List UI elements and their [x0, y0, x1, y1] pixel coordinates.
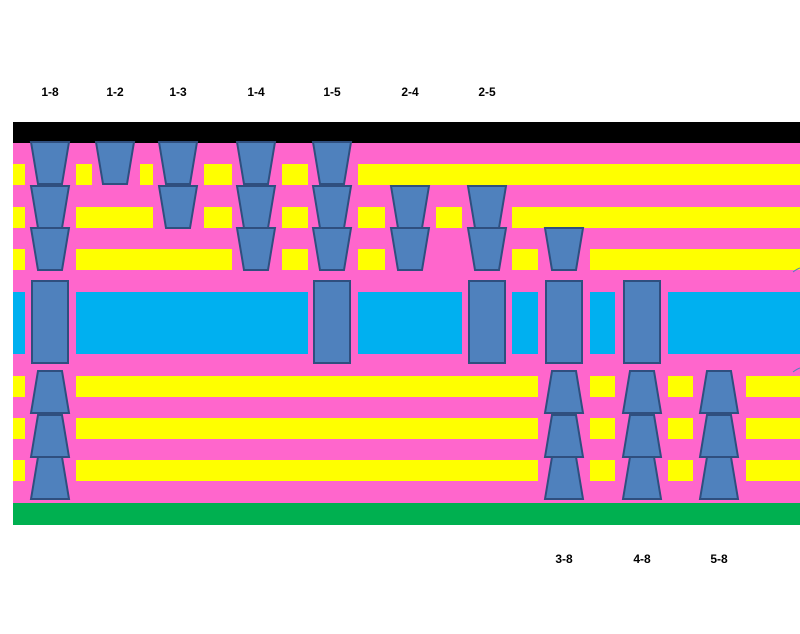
copper-trace-l1-5 — [282, 164, 308, 185]
bottom-copper-layer — [13, 503, 800, 525]
microvia-lower-50-2 — [29, 414, 71, 458]
copper-trace-l5-1 — [13, 418, 25, 439]
copper-trace-l6-3 — [590, 460, 615, 481]
core-segment-5 — [590, 292, 615, 354]
microvia-lower-50-3 — [29, 456, 71, 500]
microvia-256-1 — [235, 141, 277, 185]
copper-trace-l2-6 — [436, 207, 462, 228]
microvia-lower-564-1 — [543, 370, 585, 414]
microvia-lower-642-3 — [621, 456, 663, 500]
microvia-178-2 — [157, 185, 199, 229]
copper-trace-l4-3 — [590, 376, 615, 397]
copper-trace-l1-3 — [140, 164, 153, 185]
callout-line-2 — [792, 367, 800, 373]
copper-trace-l4-2 — [76, 376, 538, 397]
copper-trace-l2-3 — [204, 207, 232, 228]
core-via-332 — [313, 280, 351, 364]
callout-lines — [792, 267, 800, 373]
microvia-lower-642-2 — [621, 414, 663, 458]
copper-trace-l2-4 — [282, 207, 308, 228]
copper-trace-l3-2 — [76, 249, 232, 270]
core-via-564 — [545, 280, 583, 364]
microvia-lower-719-1 — [698, 370, 740, 414]
microvia-410-2 — [389, 185, 431, 229]
copper-trace-l2-7 — [512, 207, 800, 228]
via-group — [29, 141, 740, 500]
microvia-lower-642-1 — [621, 370, 663, 414]
copper-trace-l2-2 — [76, 207, 153, 228]
copper-trace-l3-1 — [13, 249, 25, 270]
copper-trace-l1-1 — [13, 164, 25, 185]
core-via-642 — [623, 280, 661, 364]
microvia-lower-564-3 — [543, 456, 585, 500]
microvia-332-2 — [311, 185, 353, 229]
microvia-410-3 — [389, 227, 431, 271]
microvia-115-1 — [94, 141, 136, 185]
label-1-5: 1-5 — [323, 85, 341, 99]
copper-trace-l4-4 — [668, 376, 693, 397]
label-1-4: 1-4 — [247, 85, 265, 99]
core-segment-4 — [512, 292, 538, 354]
microvia-256-2 — [235, 185, 277, 229]
copper-trace-l5-4 — [668, 418, 693, 439]
microvia-50-3 — [29, 227, 71, 271]
copper-trace-l1-4 — [204, 164, 232, 185]
microvia-487-3 — [466, 227, 508, 271]
core-segment-6 — [668, 292, 800, 354]
core-segment-2 — [76, 292, 308, 354]
copper-trace-l2-5 — [358, 207, 385, 228]
label-1-3: 1-3 — [169, 85, 187, 99]
microvia-178-1 — [157, 141, 199, 185]
copper-trace-l5-5 — [746, 418, 800, 439]
copper-trace-l5-3 — [590, 418, 615, 439]
copper-trace-l4-5 — [746, 376, 800, 397]
copper-trace-l6-1 — [13, 460, 25, 481]
microvia-50-2 — [29, 185, 71, 229]
microvia-332-1 — [311, 141, 353, 185]
label-2-5: 2-5 — [478, 85, 496, 99]
label-4-8: 4-8 — [633, 552, 651, 566]
microvia-lower-719-3 — [698, 456, 740, 500]
core-segment-1 — [13, 292, 25, 354]
copper-trace-l2-1 — [13, 207, 25, 228]
label-3-8: 3-8 — [555, 552, 573, 566]
microvia-564-3 — [543, 227, 585, 271]
copper-trace-l6-2 — [76, 460, 538, 481]
label-2-4: 2-4 — [401, 85, 419, 99]
copper-trace-l3-3 — [282, 249, 308, 270]
label-1-2: 1-2 — [106, 85, 124, 99]
copper-trace-l6-5 — [746, 460, 800, 481]
microvia-lower-564-2 — [543, 414, 585, 458]
core-via-487 — [468, 280, 506, 364]
label-5-8: 5-8 — [710, 552, 728, 566]
copper-trace-l1-6 — [358, 164, 800, 185]
microvia-332-3 — [311, 227, 353, 271]
stackup-layers — [13, 122, 800, 525]
copper-trace-l3-5 — [512, 249, 538, 270]
copper-trace-l5-2 — [76, 418, 538, 439]
top-copper-layer — [13, 122, 800, 143]
copper-trace-l6-4 — [668, 460, 693, 481]
microvia-lower-719-2 — [698, 414, 740, 458]
copper-trace-l4-1 — [13, 376, 25, 397]
copper-trace-l1-2 — [76, 164, 92, 185]
copper-trace-l3-4 — [358, 249, 385, 270]
copper-trace-l3-6 — [590, 249, 800, 270]
microvia-487-2 — [466, 185, 508, 229]
core-via-50 — [31, 280, 69, 364]
label-1-8: 1-8 — [41, 85, 59, 99]
callout-line-1 — [792, 267, 800, 273]
core-segment-3 — [358, 292, 462, 354]
microvia-256-3 — [235, 227, 277, 271]
microvia-lower-50-1 — [29, 370, 71, 414]
microvia-50-1 — [29, 141, 71, 185]
